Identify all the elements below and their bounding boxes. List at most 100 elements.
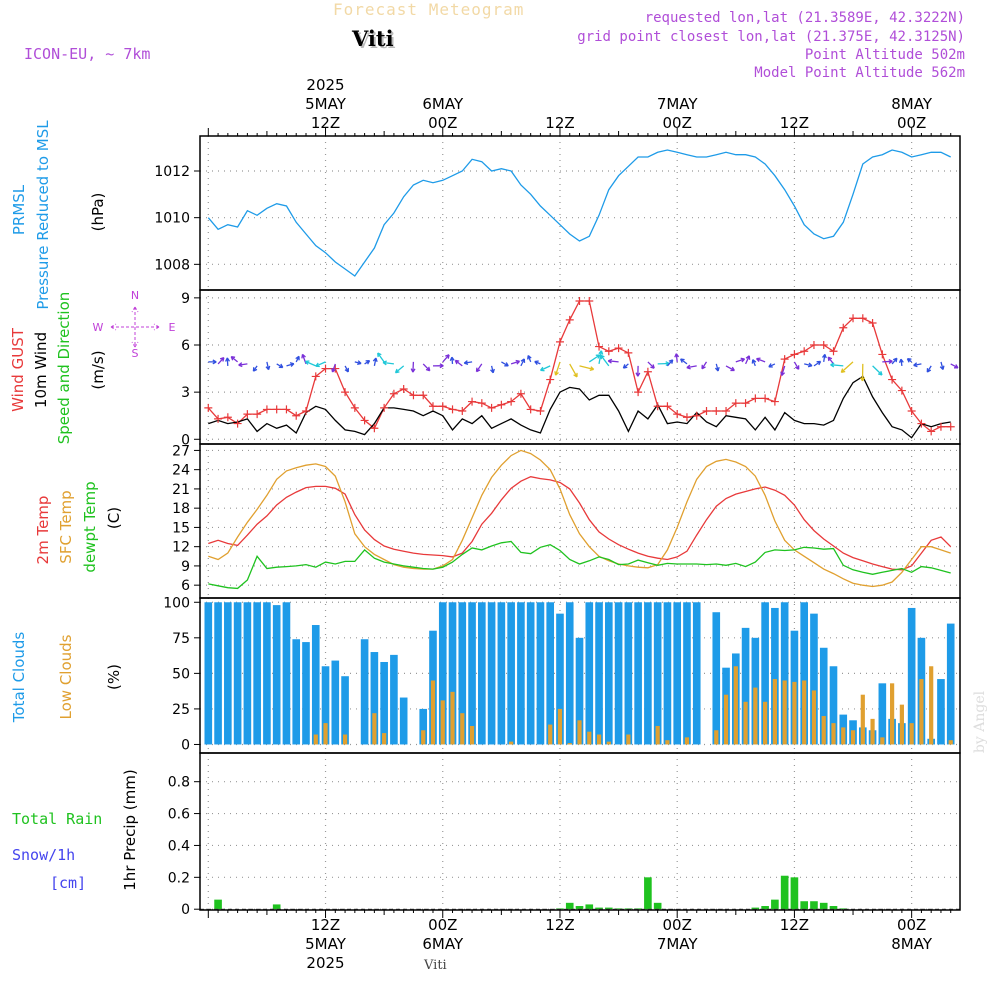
wind-gust-marker [223,413,232,422]
y-tick-label: 0.2 [168,870,190,886]
total-cloud-bar [478,602,486,745]
wind-direction-arrow [382,360,394,366]
total-cloud-bar [556,613,564,745]
total-cloud-bar [644,602,652,745]
x-tick-label-top: 00Z [897,114,926,132]
x-tick-label-bottom: 2025 [306,954,344,972]
wind-gust-marker [888,375,897,384]
rain-bar [790,877,799,910]
wind-gust-marker [839,323,848,332]
wind-direction-arrow [926,365,932,373]
wind-direction-arrow [588,354,601,363]
wind-gust-marker [409,391,418,400]
wind-direction-arrow [735,357,746,363]
rain-bar [800,901,808,910]
low-cloud-bar [890,683,895,745]
total-cloud-bar [224,602,232,745]
y-tick-label: 0.8 [168,775,190,791]
wind-direction-arrow [830,362,844,368]
wind-gust-marker [458,407,467,415]
low-cloud-bar [421,730,426,745]
total-cloud-bar [526,602,535,745]
y-tick-label: 6 [181,578,190,594]
rain-bar [751,907,760,910]
wind-gust-marker [790,350,799,359]
low-cloud-bar [899,704,904,745]
wind-direction-arrow [344,365,349,373]
total-cloud-bar [380,661,388,745]
low-cloud-bar [684,737,690,745]
wind-gust-marker [761,394,770,403]
wind-gust-marker [936,422,945,431]
wind-gust-marker [800,347,809,356]
wind-direction-arrow [225,357,231,366]
wind-gust-label: Wind GUST [9,327,27,412]
total-cloud-bar [243,602,252,745]
panel-frame [199,289,961,445]
wind-direction-arrow [600,354,610,367]
rain-bar [605,907,613,910]
wind-gust-marker [448,405,457,414]
total-cloud-bar [214,602,222,745]
wind-gust-marker [673,410,682,419]
wind-gust-marker [243,410,252,419]
wind-gust-marker [370,424,379,433]
wind-gust-marker [819,341,828,349]
total-cloud-bar [321,666,330,745]
x-tick-label-bottom: 00Z [897,916,926,934]
rain-bar [771,899,779,910]
wind-gust-marker [751,394,760,403]
total-cloud-bar [233,602,242,745]
wind-gust-marker [692,411,701,420]
wind-gust-marker [321,364,330,373]
wind-gust-marker [614,344,623,353]
wind-direction-arrow [454,359,463,367]
wind-direction-arrow [680,358,688,365]
y-tick-label: 25 [172,702,190,718]
wind-gust-marker [311,372,320,381]
rain-bar [565,902,574,910]
prmsl-label: PRMSL [10,184,28,235]
total-cloud-bar [741,627,750,745]
low-cloud-bar [811,690,817,745]
requested-coords: requested lon,lat (21.3589E, 42.3222N) [644,10,965,26]
low-cloud-bar [850,730,856,745]
wind-gust-marker [399,385,408,393]
wind-direction-arrow [725,365,735,372]
total-cloud-bar [370,652,379,745]
wind-gust-marker [722,407,731,415]
x-tick-label-bottom: 12Z [311,916,340,934]
y-tick-label: 0 [181,737,190,753]
low-cloud-bar [714,730,719,745]
wind-gust-marker [878,350,887,359]
wind-gust-marker [868,319,877,327]
wind-gust-marker [272,405,281,414]
wind-direction-arrow [520,358,526,367]
x-tick-label-bottom: 00Z [428,916,457,934]
wind-gust-marker [849,314,858,323]
y-tick-label: 12 [172,540,190,556]
temp-unit: (C) [105,507,123,529]
wind-gust-marker [702,407,711,415]
low-cloud-bar [626,734,631,745]
wind-direction-arrow [295,355,300,363]
wind-direction-arrow [265,361,271,371]
total-cloud-bar [878,683,887,745]
y-tick-label: 27 [172,443,190,459]
wind-direction-arrow [364,360,371,365]
total-cloud-bar [653,602,662,745]
wind-gust-marker [731,399,740,408]
low-cloud-bar [557,708,563,745]
wind-direction-arrow [950,363,959,369]
wind-direction-arrow [354,360,362,366]
wind-gust-marker [341,388,350,397]
wind-direction-arrow [301,353,307,365]
wind-direction-arrow [598,350,604,365]
total-cloud-bar [419,708,428,745]
low-cloud-bar [342,734,348,745]
wind-gust-marker [253,410,262,419]
wind-gust-marker [438,402,447,411]
total-cloud-bar [302,642,310,745]
wind-gust-marker [917,419,926,428]
